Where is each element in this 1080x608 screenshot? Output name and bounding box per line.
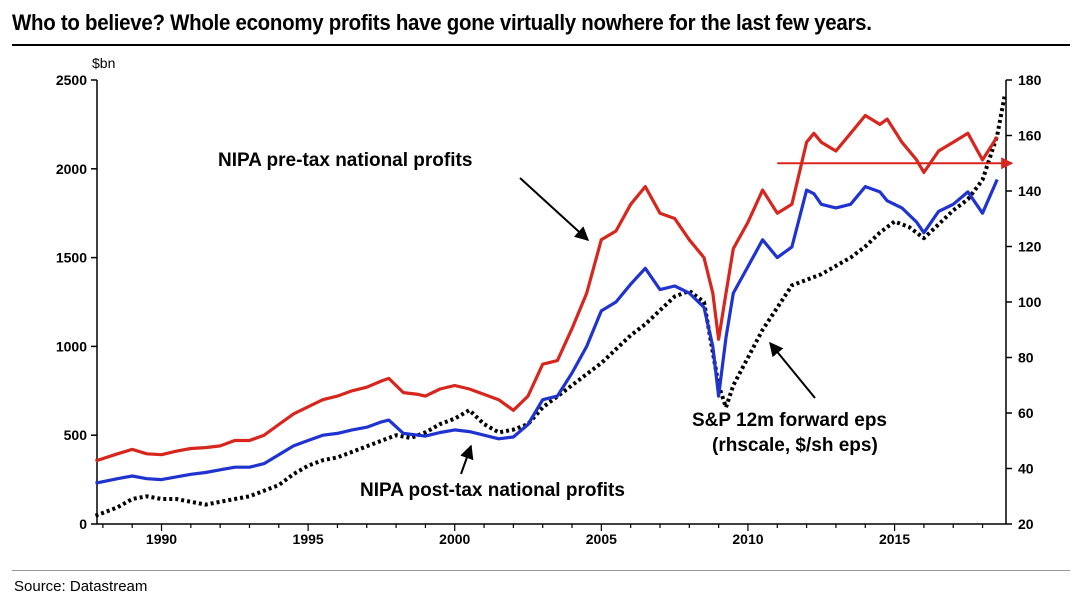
left-axis-unit: $bn xyxy=(92,55,115,71)
right-tick-label: 120 xyxy=(1018,239,1042,255)
left-tick-label: 500 xyxy=(64,427,88,443)
right-tick-label: 160 xyxy=(1018,128,1042,144)
left-tick-label: 0 xyxy=(79,516,87,532)
left-tick-label: 2000 xyxy=(56,161,87,177)
x-tick-label: 1995 xyxy=(293,531,324,547)
annotation-pretax: NIPA pre-tax national profits xyxy=(218,150,472,171)
right-tick-label: 180 xyxy=(1018,72,1042,88)
left-tick-label: 1500 xyxy=(56,250,87,266)
chart-title: Who to believe? Whole economy profits ha… xyxy=(12,10,872,35)
right-tick-label: 60 xyxy=(1018,405,1034,421)
right-axis-ticks: 20 40 60 80 100 120 140 160 180 xyxy=(1006,72,1042,532)
series-sp-eps-line xyxy=(94,96,1007,518)
source-note: Source: Datastream xyxy=(14,578,148,595)
x-tick-label: 2015 xyxy=(879,531,910,547)
series-layer xyxy=(94,96,1007,518)
annotation-sp-eps-scale: (rhscale, $/sh eps) xyxy=(712,435,878,456)
right-tick-label: 20 xyxy=(1018,516,1034,532)
annotation-sp-eps-arrow xyxy=(769,341,816,399)
title-divider xyxy=(12,44,1070,46)
source-divider xyxy=(12,570,1070,571)
x-tick-label: 1990 xyxy=(146,531,177,547)
left-axis-ticks: 0 500 1000 1500 2000 2500 xyxy=(56,72,97,532)
series-pretax-line xyxy=(95,113,999,463)
left-tick-label: 2500 xyxy=(56,72,87,88)
left-tick-label: 1000 xyxy=(56,338,87,354)
axes xyxy=(96,80,1007,525)
annotation-pretax-arrow xyxy=(519,177,590,241)
annotation-sp-eps: S&P 12m forward eps xyxy=(692,410,887,431)
x-tick-label: 2005 xyxy=(586,531,617,547)
right-tick-label: 100 xyxy=(1018,294,1042,310)
right-tick-label: 40 xyxy=(1018,461,1034,477)
x-tick-label: 2000 xyxy=(439,531,470,547)
x-axis-ticks: 1990 1995 2000 2005 2010 2015 xyxy=(102,524,984,547)
series-posttax-line xyxy=(95,178,999,485)
annotation-posttax: NIPA post-tax national profits xyxy=(360,480,625,501)
chart-area: $bn 0 500 1000 1500 2000 2500 20 40 60 80 100 120 1… xyxy=(56,55,1042,547)
annotation-posttax-arrow xyxy=(460,444,474,475)
right-tick-label: 140 xyxy=(1018,183,1042,199)
x-tick-label: 2010 xyxy=(732,531,763,547)
right-tick-label: 80 xyxy=(1018,350,1034,366)
